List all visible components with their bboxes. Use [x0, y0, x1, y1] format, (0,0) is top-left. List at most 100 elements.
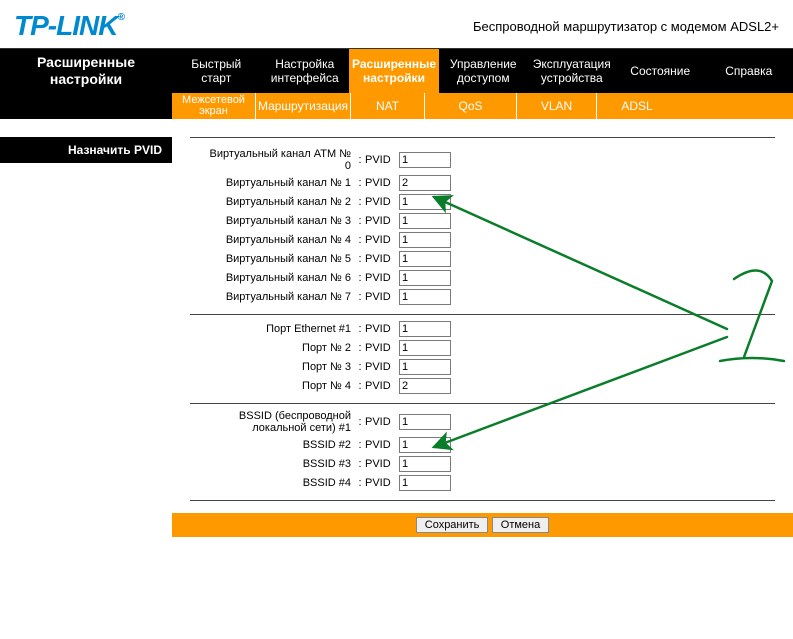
nav1-item-label: старт	[175, 71, 258, 85]
colon: :	[355, 439, 365, 451]
nav1-item-6[interactable]: Справка	[705, 49, 793, 93]
cancel-button[interactable]: Отмена	[492, 517, 549, 533]
field-row: Виртуальный канал № 7:PVID	[190, 289, 775, 305]
field-row: Виртуальный канал № 6:PVID	[190, 270, 775, 286]
colon: :	[355, 253, 365, 265]
colon: :	[355, 177, 365, 189]
nav1-item-label: Быстрый	[175, 57, 258, 71]
nav1-item-3[interactable]: Управлениедоступом	[439, 49, 528, 93]
product-title: Беспроводной маршрутизатор с модемом ADS…	[473, 19, 779, 34]
colon: :	[355, 361, 365, 373]
pvid-input[interactable]	[399, 456, 451, 472]
field-label: Виртуальный канал № 2	[190, 196, 355, 208]
field-row: BSSID #2:PVID	[190, 437, 775, 453]
nav1-item-label: Состояние	[619, 64, 702, 78]
field-label: BSSID #4	[190, 477, 355, 489]
colon: :	[355, 380, 365, 392]
pvid-label: PVID	[365, 439, 399, 451]
pvid-input[interactable]	[399, 152, 451, 168]
colon: :	[355, 234, 365, 246]
pvid-input[interactable]	[399, 232, 451, 248]
side-title-line1: Расширенные	[4, 54, 168, 71]
field-label: Порт № 3	[190, 361, 355, 373]
pvid-input[interactable]	[399, 251, 451, 267]
pvid-input[interactable]	[399, 175, 451, 191]
pvid-label: PVID	[365, 361, 399, 373]
field-group-ethernet-ports: Порт Ethernet #1:PVIDПорт № 2:PVIDПорт №…	[190, 321, 775, 404]
nav2-item-2[interactable]: NAT	[351, 93, 425, 119]
pvid-label: PVID	[365, 416, 399, 428]
nav2-item-5[interactable]: ADSL	[597, 93, 677, 119]
field-row: Виртуальный канал № 2:PVID	[190, 194, 775, 210]
pvid-label: PVID	[365, 177, 399, 189]
pvid-input[interactable]	[399, 378, 451, 394]
field-row: Порт Ethernet #1:PVID	[190, 321, 775, 337]
field-label: Виртуальный канал № 7	[190, 291, 355, 303]
pvid-label: PVID	[365, 154, 399, 166]
field-row: Порт № 4:PVID	[190, 378, 775, 394]
nav2-item-0[interactable]: Межсетевойэкран	[172, 93, 256, 119]
field-label: BSSID (беспроводнойлокальной сети) #1	[190, 410, 355, 434]
pvid-label: PVID	[365, 234, 399, 246]
field-label: Виртуальный канал № 3	[190, 215, 355, 227]
nav1-item-2[interactable]: Расширенныенастройки	[349, 49, 439, 93]
nav1-item-label: устройства	[531, 71, 614, 85]
pvid-input[interactable]	[399, 289, 451, 305]
colon: :	[355, 477, 365, 489]
field-row: BSSID #3:PVID	[190, 456, 775, 472]
nav1-item-4[interactable]: Эксплуатацияустройства	[528, 49, 617, 93]
field-row: Порт № 3:PVID	[190, 359, 775, 375]
colon: :	[355, 416, 365, 428]
nav1-item-5[interactable]: Состояние	[616, 49, 705, 93]
nav1-item-label: Эксплуатация	[531, 57, 614, 71]
pvid-label: PVID	[365, 196, 399, 208]
field-group-atm-channels: Виртуальный канал ATM №0:PVID Виртуальный…	[190, 137, 775, 315]
colon: :	[355, 272, 365, 284]
nav1-item-label: Настройка	[264, 57, 347, 71]
primary-nav: Расширенные настройки БыстрыйстартНастро…	[0, 49, 793, 93]
nav2-item-4[interactable]: VLAN	[517, 93, 597, 119]
field-label: Виртуальный канал № 4	[190, 234, 355, 246]
field-row: BSSID #4:PVID	[190, 475, 775, 491]
pvid-label: PVID	[365, 458, 399, 470]
nav2-item-1[interactable]: Маршрутизация	[256, 93, 351, 119]
field-row: Виртуальный канал ATM №0:PVID	[190, 148, 775, 172]
side-title: Расширенные настройки	[0, 49, 172, 93]
nav1-item-label: Управление	[442, 57, 525, 71]
nav2-item-3[interactable]: QoS	[425, 93, 517, 119]
nav1-item-label: интерфейса	[264, 71, 347, 85]
logo-reg: ®	[117, 12, 123, 23]
sidebar: Назначить PVID	[0, 119, 172, 163]
pvid-input[interactable]	[399, 359, 451, 375]
field-label: Порт Ethernet #1	[190, 323, 355, 335]
pvid-label: PVID	[365, 272, 399, 284]
pvid-input[interactable]	[399, 213, 451, 229]
field-row: BSSID (беспроводнойлокальной сети) #1:PV…	[190, 410, 775, 434]
field-label: Виртуальный канал № 1	[190, 177, 355, 189]
pvid-input[interactable]	[399, 194, 451, 210]
side-spacer	[0, 93, 172, 119]
pvid-label: PVID	[365, 342, 399, 354]
field-row: Виртуальный канал № 3:PVID	[190, 213, 775, 229]
pvid-label: PVID	[365, 291, 399, 303]
colon: :	[355, 291, 365, 303]
pvid-input[interactable]	[399, 270, 451, 286]
colon: :	[355, 323, 365, 335]
pvid-input[interactable]	[399, 321, 451, 337]
pvid-input[interactable]	[399, 340, 451, 356]
colon: :	[355, 154, 365, 166]
content-area: Виртуальный канал ATM №0:PVID Виртуальный…	[172, 119, 793, 537]
pvid-input[interactable]	[399, 437, 451, 453]
colon: :	[355, 215, 365, 227]
field-label: BSSID #3	[190, 458, 355, 470]
save-button[interactable]: Сохранить	[416, 517, 489, 533]
nav2-label: экран	[199, 106, 228, 117]
field-row: Виртуальный канал № 1:PVID	[190, 175, 775, 191]
pvid-label: PVID	[365, 215, 399, 227]
nav1-item-1[interactable]: Настройкаинтерфейса	[261, 49, 350, 93]
nav1-item-0[interactable]: Быстрыйстарт	[172, 49, 261, 93]
nav1-item-label: доступом	[442, 71, 525, 85]
pvid-input[interactable]	[399, 414, 451, 430]
field-row: Порт № 2:PVID	[190, 340, 775, 356]
pvid-input[interactable]	[399, 475, 451, 491]
